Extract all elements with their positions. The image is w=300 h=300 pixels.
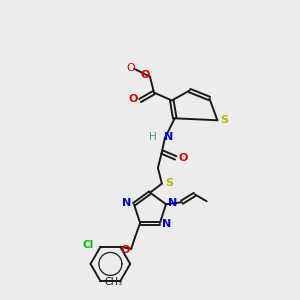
Text: Cl: Cl [83, 240, 94, 250]
Text: O: O [121, 245, 130, 255]
Text: O: O [128, 94, 138, 104]
Text: N: N [168, 198, 178, 208]
Text: H: H [149, 132, 157, 142]
Text: S: S [165, 178, 173, 188]
Text: CH₃: CH₃ [104, 277, 122, 287]
Text: N: N [122, 198, 132, 208]
Text: O: O [178, 153, 188, 163]
Text: N: N [164, 132, 173, 142]
Text: S: S [220, 115, 228, 125]
Text: N: N [162, 219, 172, 229]
Text: O: O [140, 70, 150, 80]
Text: O: O [127, 63, 136, 73]
